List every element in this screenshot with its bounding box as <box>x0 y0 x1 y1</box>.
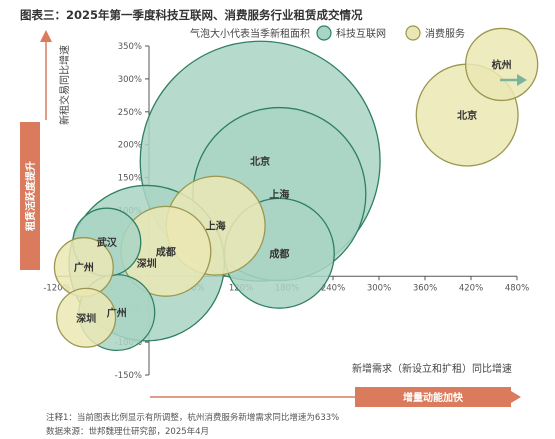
left-banner: 租赁活跃度提升 <box>20 30 52 270</box>
tech-bubble-label: 武汉 <box>97 236 118 249</box>
x-axis-title: 新增需求（新设立和扩租）同比增速 <box>352 362 512 375</box>
legend-swatch-consumer <box>405 25 421 41</box>
y-tick-label: 350% <box>118 42 142 52</box>
consumer-bubble-label: 北京 <box>457 109 477 122</box>
source: 数据来源：世邦魏理仕研究部，2025年4月 <box>46 426 209 437</box>
consumer-bubble-label: 上海 <box>206 220 226 233</box>
y-axis-title: 新租交易同比增速 <box>58 45 71 125</box>
bottom-banner: 增量动能加快 <box>150 387 521 407</box>
consumer-bubble-label: 杭州 <box>492 58 512 71</box>
footnote: 注释1：当前图表比例显示有所调整，杭州消费服务新增需求同比增速为633% <box>46 412 339 423</box>
consumer-bubble-label: 成都 <box>156 245 176 258</box>
x-tick-label: -120% <box>43 283 70 293</box>
y-tick-label: 300% <box>118 75 142 85</box>
tech-bubble-label: 上海 <box>269 188 289 201</box>
chart-title: 图表三：2025年第一季度科技互联网、消费服务行业租赁成交情况 <box>20 8 363 22</box>
consumer-bubble <box>56 287 117 348</box>
x-tick-label: 360% <box>413 283 437 293</box>
overflow-arrow <box>500 74 527 86</box>
left-banner-text: 租赁活跃度提升 <box>24 161 37 231</box>
x-tick-label: 420% <box>459 283 483 293</box>
x-tick-label: 480% <box>505 283 529 293</box>
overflow-arrow-head <box>517 74 527 86</box>
legend-label-consumer: 消费服务 <box>425 27 465 40</box>
x-tick-label: 240% <box>321 283 345 293</box>
y-tick-label: 150% <box>118 174 142 184</box>
legend-label-tech: 科技互联网 <box>336 27 386 40</box>
tech-bubble-label: 成都 <box>269 247 289 260</box>
bottom-banner-arrowhead <box>511 391 521 403</box>
x-tick-label: 300% <box>367 283 391 293</box>
legend-swatch-tech <box>316 25 332 41</box>
legend: 气泡大小代表当季新租面积 科技互联网 消费服务 <box>190 25 465 41</box>
tech-bubble-label: 深圳 <box>137 257 157 270</box>
y-tick-label: 200% <box>118 141 142 151</box>
tech-bubble-label: 广州 <box>107 306 127 319</box>
consumer-bubble-label: 深圳 <box>76 312 96 325</box>
tech-bubble-label: 北京 <box>250 155 270 168</box>
bottom-banner-text: 增量动能加快 <box>403 391 464 404</box>
y-tick-label: -150% <box>115 371 142 381</box>
y-tick-label: 250% <box>118 108 142 118</box>
consumer-bubble-label: 广州 <box>74 261 94 274</box>
legend-size-note: 气泡大小代表当季新租面积 <box>190 27 310 40</box>
left-banner-arrowhead <box>40 30 52 42</box>
bottom-banner-box <box>355 387 511 407</box>
left-banner-box <box>20 122 40 270</box>
